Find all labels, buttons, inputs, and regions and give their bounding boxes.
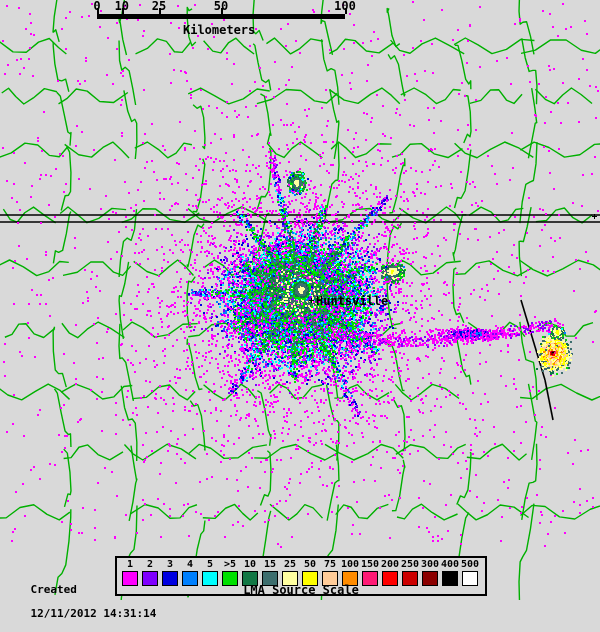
scale-tick [97, 8, 99, 14]
legend-entry-label: 5 [206, 559, 214, 570]
legend-panel: 1 2 3 4 5 >5 10 15 25 50 75 100 150 200 250 300 400 500 L… [115, 556, 487, 597]
legend-entry-swatch [122, 571, 138, 586]
legend-entry-swatch [422, 571, 438, 586]
legend-entry[interactable]: 1 [120, 560, 140, 586]
legend-entry-swatch [242, 571, 258, 586]
legend-entry-label: 150 [360, 559, 380, 570]
scale-tick [221, 8, 223, 14]
legend-entry-label: 200 [380, 559, 400, 570]
city-label: Huntsville [316, 294, 389, 308]
scale-tick [345, 8, 347, 14]
created-timestamp: 12/11/2012 14:31:14 [30, 607, 157, 620]
legend-entry[interactable]: 25 [280, 560, 300, 586]
legend-entry[interactable]: 200 [380, 560, 400, 586]
city-marker-icon [592, 214, 597, 219]
legend-entry-label: 100 [340, 559, 360, 570]
legend-entry-label: 15 [263, 559, 277, 570]
legend-entry-label: 400 [440, 559, 460, 570]
legend-entry[interactable]: >5 [220, 560, 240, 586]
legend-entry[interactable]: 15 [260, 560, 280, 586]
legend-entry[interactable]: 150 [360, 560, 380, 586]
legend-entry[interactable]: 3 [160, 560, 180, 586]
legend-entry-label: 50 [303, 559, 317, 570]
legend-entry[interactable]: 500 [460, 560, 480, 586]
legend-entry-swatch [382, 571, 398, 586]
legend-entry-label: 4 [186, 559, 194, 570]
legend-entry[interactable]: 300 [420, 560, 440, 586]
legend-entry-swatch [162, 571, 178, 586]
legend-entry-label: 300 [420, 559, 440, 570]
legend-entry-swatch [222, 571, 238, 586]
legend-entry[interactable]: 75 [320, 560, 340, 586]
legend-entry-swatch [202, 571, 218, 586]
legend-entry-swatch [402, 571, 418, 586]
legend-entry-swatch [322, 571, 338, 586]
legend-entry-label: 500 [460, 559, 480, 570]
legend-entry[interactable]: 4 [180, 560, 200, 586]
legend-entry-label: 75 [323, 559, 337, 570]
scale-tick [159, 8, 161, 14]
legend-entry[interactable]: 5 [200, 560, 220, 586]
legend-entry[interactable]: 10 [240, 560, 260, 586]
legend-entry-swatch [182, 571, 198, 586]
legend-entry-swatch [302, 571, 318, 586]
city-marker-icon [309, 298, 314, 303]
legend-entry-swatch [142, 571, 158, 586]
legend-entry-label: 3 [166, 559, 174, 570]
legend-entry-label: >5 [223, 559, 237, 570]
created-label: Created [30, 583, 77, 596]
legend-entry-label: 25 [283, 559, 297, 570]
legend-entry-swatch [442, 571, 458, 586]
scale-bar: 0 10 25 50 100 [93, 0, 356, 19]
scale-tick [121, 8, 124, 14]
scale-tick-label: 100 [334, 0, 356, 13]
legend-entry-swatch [342, 571, 358, 586]
legend-entry-label: 10 [243, 559, 257, 570]
legend-entry-label: 250 [400, 559, 420, 570]
legend-entry-swatch [362, 571, 378, 586]
map-canvas[interactable] [0, 0, 600, 600]
legend-entry[interactable]: 400 [440, 560, 460, 586]
scale-tick-label: 50 [213, 0, 229, 13]
scale-tick-label: 25 [151, 0, 167, 13]
legend-entry-label: 1 [126, 559, 134, 570]
scale-tick-label: 10 [114, 0, 130, 13]
scale-tick-label: 0 [93, 0, 101, 13]
legend-entry-swatch [282, 571, 298, 586]
legend-entry-swatch [262, 571, 278, 586]
legend-entry[interactable]: 50 [300, 560, 320, 586]
legend-entry-swatch [462, 571, 478, 586]
legend-entry[interactable]: 100 [340, 560, 360, 586]
legend-entry[interactable]: 250 [400, 560, 420, 586]
legend-entry-label: 2 [146, 559, 154, 570]
legend-entry[interactable]: 2 [140, 560, 160, 586]
legend-title: LMA Source Scale [243, 583, 359, 597]
legend-swatch-row: 1 2 3 4 5 >5 10 15 25 50 75 100 150 200 250 300 400 500 [120, 560, 480, 586]
scale-bar-units-label: Kilometers [183, 23, 256, 37]
